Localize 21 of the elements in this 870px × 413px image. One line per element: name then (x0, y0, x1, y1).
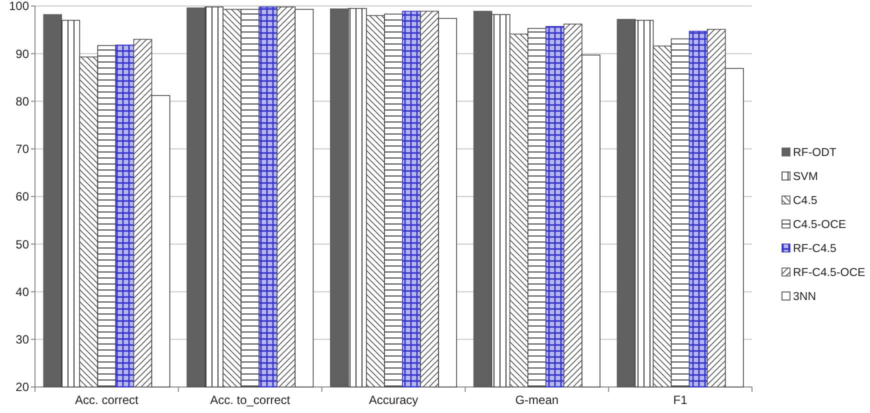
x-tick-label: F1 (673, 393, 688, 407)
x-tick-label: G-mean (515, 393, 559, 407)
y-tick-label: 100 (8, 0, 30, 14)
legend-label: C4.5 (793, 195, 818, 207)
x-tick-label: Acc. to_correct (210, 393, 291, 407)
legend-label: RF-ODT (793, 147, 836, 159)
x-tick-label: Acc. correct (75, 393, 140, 407)
legend-label: 3NN (793, 291, 816, 303)
legend-label: RF-C4.5 (793, 243, 836, 255)
legend-label: RF-C4.5-OCE (793, 267, 866, 279)
y-tick-label: 20 (16, 380, 30, 394)
y-tick-label: 30 (16, 332, 30, 347)
y-tick-label: 40 (16, 284, 30, 299)
y-tick-label: 60 (16, 190, 30, 204)
y-tick-label: 50 (16, 237, 30, 252)
legend-label: SVM (793, 171, 818, 183)
y-tick-label: 90 (16, 46, 30, 61)
x-tick-label: Accuracy (368, 393, 418, 407)
legend-label: C4.5-OCE (793, 219, 846, 231)
y-tick-label: 70 (16, 142, 30, 156)
y-tick-label: 80 (16, 94, 30, 108)
